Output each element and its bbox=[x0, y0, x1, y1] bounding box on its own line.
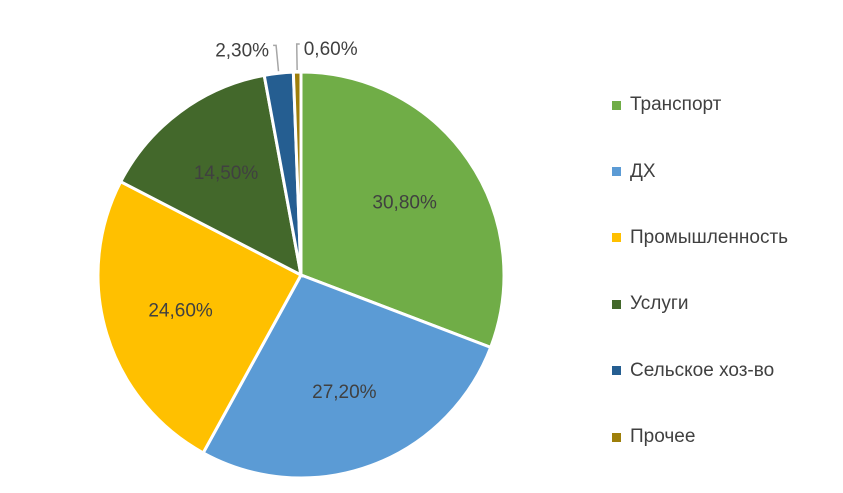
leader-line-other bbox=[295, 43, 300, 71]
legend-item-industry: Промышленность bbox=[612, 205, 837, 271]
legend-label: ДХ bbox=[630, 160, 656, 182]
legend-swatch bbox=[612, 100, 621, 110]
pie-slice-other bbox=[291, 70, 303, 276]
data-label-industry: 24,60% bbox=[148, 301, 213, 322]
legend-label: Услуги bbox=[630, 293, 689, 315]
data-label-dh: 27,20% bbox=[312, 382, 377, 403]
legend-swatch bbox=[612, 233, 621, 243]
legend-swatch bbox=[612, 366, 621, 376]
legend-label: Промышленность bbox=[630, 226, 789, 248]
leader-line-agriculture bbox=[273, 44, 280, 72]
data-label-transport: 30,80% bbox=[372, 193, 437, 214]
pie-slice-transport bbox=[299, 70, 506, 350]
legend-swatch bbox=[612, 299, 621, 309]
data-label-services: 14,50% bbox=[194, 163, 259, 184]
legend-label: Сельское хоз-во bbox=[630, 359, 775, 381]
legend-label: Прочее bbox=[630, 426, 696, 448]
legend-swatch bbox=[612, 432, 621, 442]
legend-item-other: Прочее bbox=[612, 404, 837, 470]
legend-item-transport: Транспорт bbox=[612, 72, 837, 138]
data-label-agriculture: 2,30% bbox=[215, 40, 269, 61]
legend-label: Транспорт bbox=[630, 94, 722, 116]
leader-lines bbox=[273, 43, 300, 72]
legend-item-agriculture: Сельское хоз-во bbox=[612, 338, 837, 404]
legend: Транспорт ДХ Промышленность Услуги Сельское … bbox=[612, 72, 837, 470]
data-label-other: 0,60% bbox=[304, 39, 358, 60]
legend-swatch bbox=[612, 167, 621, 177]
legend-item-services: Услуги bbox=[612, 271, 837, 337]
pie-slice-services bbox=[118, 73, 304, 278]
pie-slices bbox=[96, 70, 506, 480]
data-labels: 30,80% 27,20% 24,60% 14,50% 2,30% 0,60% bbox=[148, 39, 437, 403]
pie-slice-dh bbox=[201, 273, 493, 480]
legend-item-dh: ДХ bbox=[612, 138, 837, 204]
